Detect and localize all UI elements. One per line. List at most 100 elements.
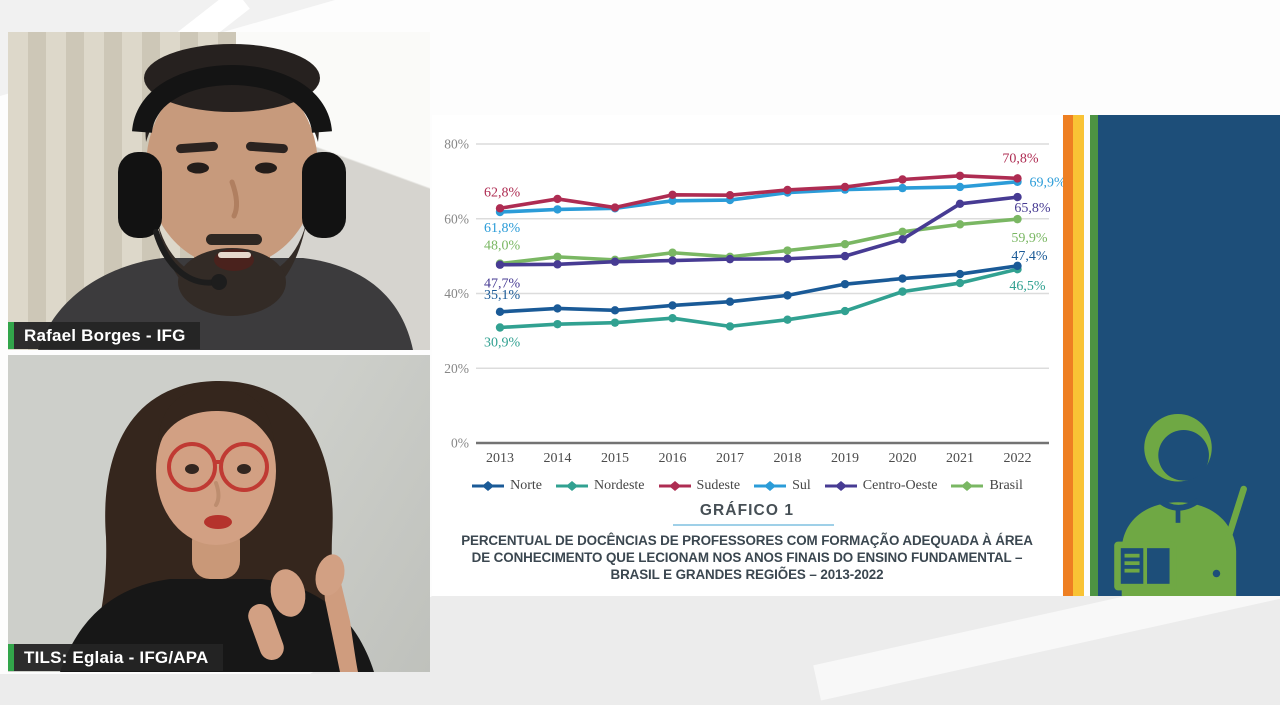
headphone-right-cup-icon [302, 152, 346, 238]
y-axis-tick-label: 80% [444, 137, 469, 152]
x-axis-tick-label: 2014 [544, 451, 572, 466]
microphone-tip-icon [211, 274, 227, 290]
x-axis-tick-label: 2018 [774, 451, 802, 466]
legend-marker-icon [951, 481, 984, 491]
data-point-marker [495, 307, 505, 317]
chart-series-norte [495, 261, 1022, 317]
interpreter-left-arm [248, 604, 284, 660]
data-point-marker [1013, 192, 1022, 202]
side-stripe-yellow [1073, 115, 1084, 596]
legend-marker-icon [824, 481, 857, 491]
data-point-marker [668, 196, 677, 206]
legend-item-sudeste: Sudeste [658, 478, 740, 494]
x-axis-tick-label: 2021 [946, 451, 974, 466]
data-point-marker [1013, 261, 1022, 271]
data-point-marker [725, 254, 735, 264]
data-point-marker [610, 203, 620, 212]
legend-label: Brasil [989, 478, 1023, 493]
side-stripe-green [1090, 115, 1098, 596]
x-axis-tick-label: 2013 [486, 451, 514, 466]
interpreter-right-eye [237, 464, 251, 474]
x-axis-tick-label: 2016 [659, 451, 687, 466]
headphone-left-cup-icon [118, 152, 162, 238]
participant-name-label: TILS: Eglaia - IFG/APA [24, 648, 209, 667]
chart-series-sudeste [495, 171, 1022, 213]
speaker-left-eye [187, 162, 209, 174]
chart-subtitle-line: PERCENTUAL DE DOCÊNCIAS DE PROFESSORES C… [461, 533, 1033, 548]
chart-subtitle: PERCENTUAL DE DOCÊNCIAS DE PROFESSORES C… [432, 532, 1062, 583]
series-line [499, 267, 1018, 330]
book-right-page [1147, 548, 1170, 584]
series-first-value-label: 35,1% [484, 288, 521, 303]
speaker-person-illustration [38, 44, 413, 350]
name-tag-interpreter: TILS: Eglaia - IFG/APA [8, 644, 223, 671]
chart-subtitle-line: DE CONHECIMENTO QUE LECIONAM NOS ANOS FI… [471, 550, 1023, 565]
data-point-marker [955, 182, 965, 192]
speaker-face [146, 67, 318, 267]
data-point-marker [955, 278, 965, 288]
data-point-marker [1013, 214, 1022, 224]
active-speaker-bar [8, 644, 14, 671]
data-point-marker [495, 260, 505, 269]
chart-series-nordeste [495, 265, 1022, 332]
series-last-value-label: 70,8% [1002, 151, 1039, 166]
data-point-marker [553, 194, 562, 204]
data-point-marker [783, 185, 792, 195]
series-last-value-label: 69,9% [1030, 176, 1067, 191]
data-point-marker [840, 239, 850, 249]
pointer-stick [1215, 485, 1247, 570]
legend-item-norte: Norte [471, 478, 542, 494]
speaker-left-brow [176, 141, 218, 154]
data-point-marker [898, 175, 907, 184]
book-left-page [1120, 548, 1144, 584]
y-axis-tick-label: 60% [444, 211, 469, 226]
legend-label: Norte [510, 478, 542, 493]
series-line [499, 179, 1018, 214]
data-point-marker [725, 322, 735, 331]
speaker-teeth [218, 252, 251, 258]
line-chart: 0%20%40%60%80%2013 2014 2015 2016 2017 2018 20… [444, 137, 1066, 467]
series-line [499, 217, 1018, 266]
series-last-value-label: 59,9% [1011, 231, 1048, 246]
pointer-hand-hole [1212, 569, 1221, 578]
name-tag-speaker: Rafael Borges - IFG [8, 322, 200, 349]
data-point-marker [553, 260, 562, 269]
interpreter-forearm [324, 579, 358, 672]
active-speaker-bar [8, 322, 14, 349]
series-line [499, 195, 1018, 267]
slide-panel: 0% 20% 40% 60% 80% 2013 2014 2015 2016 2017 2018 20… [432, 115, 1066, 596]
data-point-marker [783, 291, 792, 300]
book-text-line [1124, 553, 1140, 558]
data-point-marker [610, 306, 620, 315]
y-axis-tick-label: 20% [444, 361, 469, 376]
data-point-marker [1013, 174, 1022, 183]
y-axis-tick-label: 0% [451, 436, 469, 451]
data-point-marker [668, 248, 677, 257]
data-point-marker [783, 246, 792, 255]
chart-series-sul [495, 177, 1022, 217]
legend-marker-icon [754, 481, 787, 491]
data-point-marker [840, 279, 850, 289]
series-last-value-label: 47,4% [1011, 249, 1048, 264]
legend-item-brasil: Brasil [950, 478, 1023, 494]
interpreter-nose [214, 481, 221, 507]
legend-item-sul: Sul [753, 478, 811, 494]
legend-marker-icon [658, 481, 691, 491]
side-stripe-orange [1063, 115, 1073, 596]
participant-name-label: Rafael Borges - IFG [24, 326, 186, 345]
speaker-right-eye [255, 162, 277, 174]
video-tile-speaker[interactable]: Rafael Borges - IFG [8, 32, 430, 350]
book-text-line [1124, 568, 1140, 573]
data-point-marker [610, 257, 620, 266]
chart-title: GRÁFICO 1 [699, 502, 795, 519]
data-point-marker [898, 274, 907, 283]
chart-legend: Norte Nordeste Sudeste Sul Centro-Oeste Brasi… [432, 475, 1062, 497]
interpreter-left-eye [185, 464, 199, 474]
teacher-face-cutout [1158, 429, 1209, 481]
legend-label: Sul [792, 478, 811, 493]
video-tile-interpreter[interactable]: TILS: Eglaia - IFG/APA [8, 355, 430, 672]
interpreter-fringe [158, 387, 274, 447]
x-axis-tick-label: 2020 [889, 451, 917, 466]
speaker-beard-chin [178, 248, 286, 316]
